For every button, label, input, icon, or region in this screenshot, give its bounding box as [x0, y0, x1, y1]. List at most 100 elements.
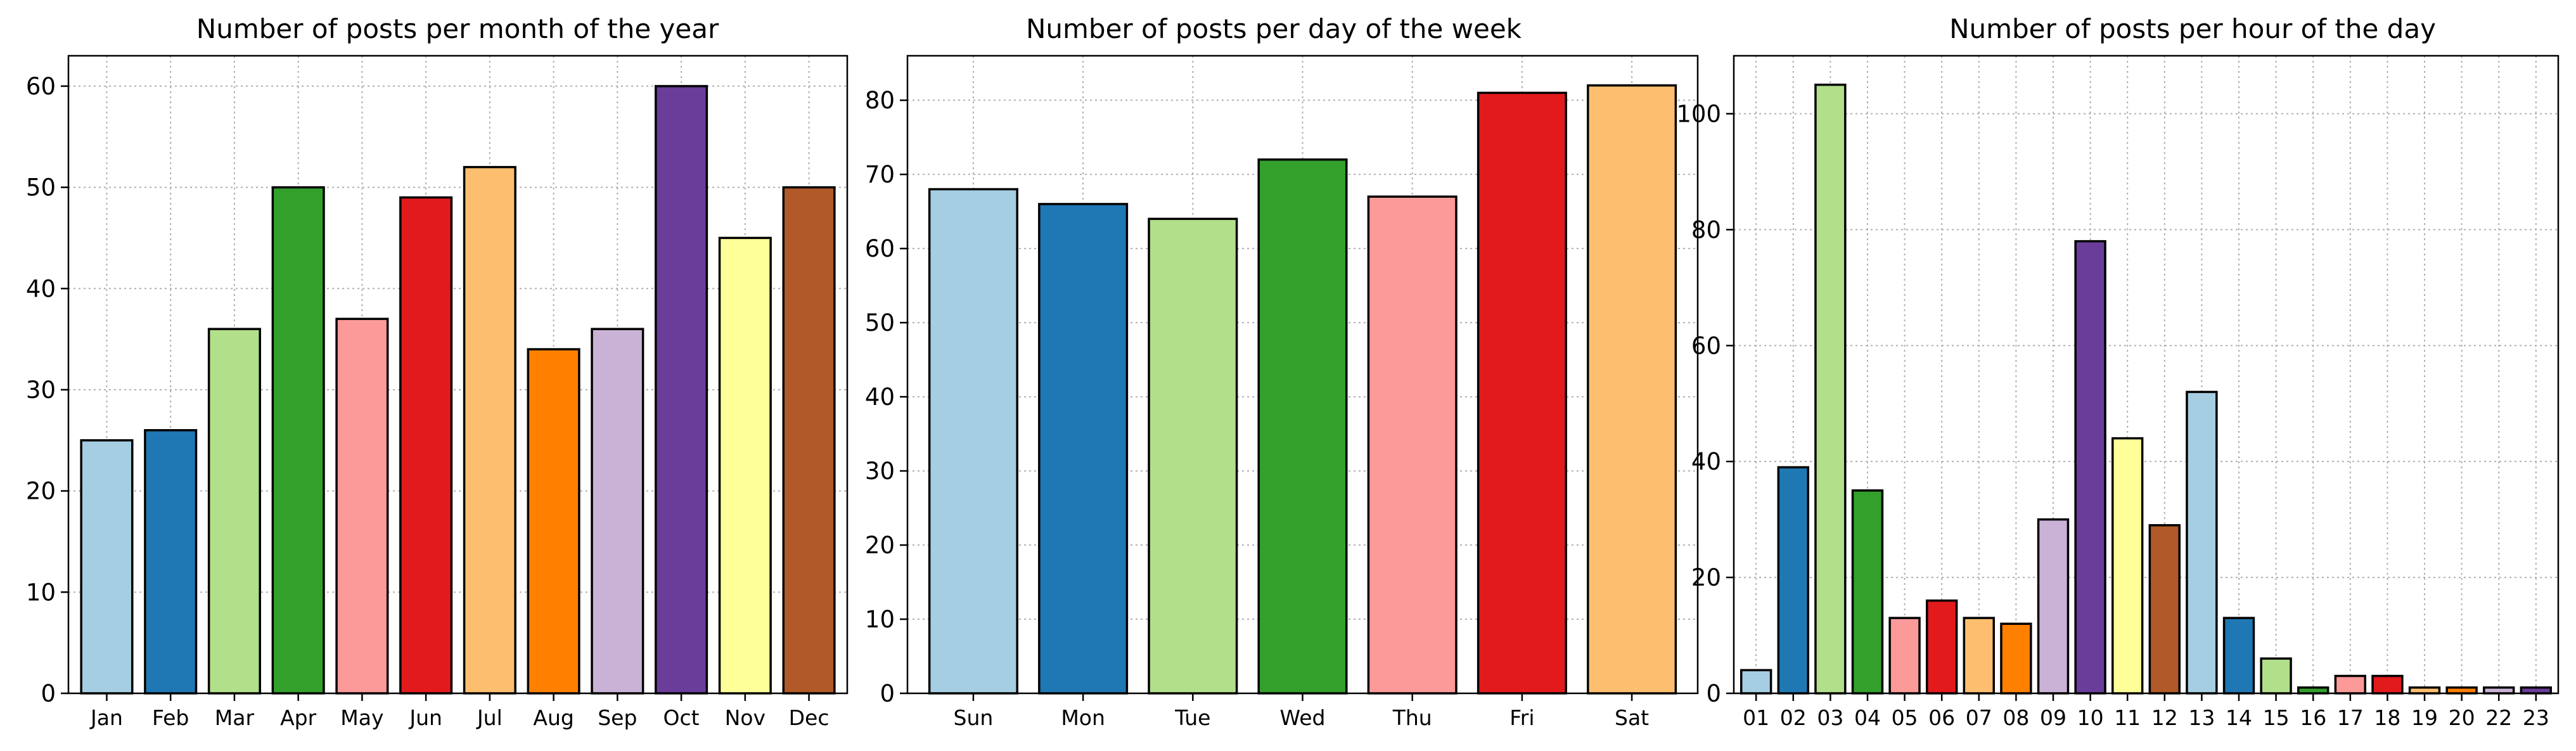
x-tick-label: 10	[2077, 705, 2104, 730]
x-tick-label: Feb	[152, 705, 189, 730]
bar-Thu	[1367, 195, 1458, 695]
bar-Apr	[271, 186, 325, 695]
bar-Sat	[1587, 84, 1677, 695]
x-tick-label: Jun	[408, 705, 442, 730]
x-tick-label: 15	[2263, 705, 2290, 730]
x-tick-label: 07	[1966, 705, 1992, 730]
bar-Aug	[527, 348, 580, 695]
hourly-posts-chart: Number of posts per hour of the day 0204…	[1676, 13, 2560, 730]
x-tick-label: Sep	[598, 705, 637, 730]
x-tick-label: 01	[1743, 705, 1769, 730]
y-tick-label: 40	[865, 383, 895, 411]
bar-08	[2000, 622, 2032, 695]
bar-14	[2222, 617, 2255, 695]
bar-15	[2260, 657, 2292, 695]
x-tick-label: 17	[2337, 705, 2364, 730]
x-axis: 01 02 03 04 05 06 07 08 09 10 11 12 13 14 15 16 17 18 19 20…	[1743, 693, 2549, 730]
x-tick-label: 12	[2151, 705, 2178, 730]
bar-Feb	[144, 429, 198, 695]
x-tick-label: 19	[2411, 705, 2438, 730]
bar-01	[1740, 669, 1772, 695]
y-tick-label: 50	[865, 309, 895, 337]
x-tick-label: Mon	[1061, 705, 1105, 730]
x-tick-label: Dec	[789, 705, 830, 730]
y-tick-label: 60	[26, 73, 56, 100]
x-tick-label: 22	[2485, 705, 2512, 730]
x-tick-label: 08	[2002, 705, 2029, 730]
x-tick-label: 13	[2188, 705, 2215, 730]
x-axis: Jan Feb Mar Apr May Jun Jul Aug Sep Oct Nov Dec	[89, 693, 829, 730]
x-tick-label: Sun	[954, 705, 994, 730]
chart-title: Number of posts per hour of the day	[1949, 13, 2436, 44]
weekday-posts-chart: Number of posts per day of the week 0 10 2…	[865, 13, 1699, 730]
y-tick-label: 70	[865, 161, 895, 188]
x-axis: Sun Mon Tue Wed Thu Fri Sat	[954, 693, 1649, 730]
x-tick-label: Wed	[1280, 705, 1326, 730]
bar-Nov	[718, 236, 772, 695]
bar-23	[2520, 686, 2553, 695]
bar-18	[2371, 674, 2404, 695]
bar-May	[335, 318, 389, 695]
bar-19	[2408, 686, 2441, 695]
chart-title: Number of posts per month of the year	[196, 13, 719, 44]
bar-Mar	[207, 328, 261, 695]
y-tick-label: 10	[865, 606, 895, 633]
y-tick-label: 80	[865, 87, 895, 114]
x-tick-label: 11	[2114, 705, 2141, 730]
x-tick-label: Jan	[89, 705, 123, 730]
y-tick-label: 0	[880, 680, 895, 707]
monthly-posts-chart: Number of posts per month of the year 0 1…	[26, 13, 849, 730]
x-tick-label: 02	[1780, 705, 1807, 730]
y-tick-label: 10	[26, 579, 56, 606]
y-tick-label: 40	[26, 275, 56, 302]
bar-05	[1888, 617, 1921, 695]
y-tick-label: 20	[26, 478, 56, 505]
x-tick-label: 23	[2523, 705, 2549, 730]
bar-07	[1963, 617, 1995, 695]
y-tick-label: 30	[26, 376, 56, 404]
y-tick-label: 60	[865, 235, 895, 262]
chart-title: Number of posts per day of the week	[1026, 13, 1522, 44]
bar-Tue	[1148, 217, 1238, 695]
bar-12	[2148, 524, 2181, 695]
bar-17	[2334, 674, 2367, 695]
bar-Jun	[399, 196, 453, 695]
bar-10	[2074, 240, 2106, 695]
x-tick-label: 16	[2300, 705, 2326, 730]
x-tick-label: May	[340, 705, 383, 730]
x-tick-label: 06	[1928, 705, 1955, 730]
y-tick-label: 60	[1691, 332, 1721, 359]
y-tick-label: 40	[1691, 448, 1721, 475]
bar-Mon	[1038, 203, 1129, 695]
x-tick-label: Sat	[1615, 705, 1649, 730]
y-tick-label: 20	[1691, 564, 1721, 591]
y-axis: 0 20 40 60 80 100	[1676, 100, 1734, 707]
x-tick-label: 05	[1892, 705, 1918, 730]
bar-09	[2037, 518, 2070, 695]
axes-frame	[67, 55, 849, 695]
bar-16	[2297, 686, 2329, 695]
bars	[80, 85, 836, 695]
bar-04	[1851, 489, 1884, 695]
bar-Dec	[782, 186, 836, 695]
x-tick-label: Jul	[476, 705, 503, 730]
bar-Oct	[655, 85, 708, 695]
bar-Wed	[1257, 158, 1348, 695]
bar-Sun	[928, 188, 1018, 695]
bar-02	[1777, 466, 1809, 695]
bar-22	[2483, 686, 2515, 695]
x-tick-label: 18	[2374, 705, 2400, 730]
bar-11	[2111, 437, 2144, 695]
bar-Jul	[463, 165, 516, 695]
x-tick-label: 14	[2226, 705, 2252, 730]
x-tick-label: Fri	[1509, 705, 1534, 730]
x-tick-label: Apr	[280, 705, 317, 730]
y-tick-label: 30	[865, 458, 895, 485]
bar-Fri	[1477, 91, 1567, 695]
bar-20	[2445, 686, 2478, 695]
bar-06	[1925, 599, 1958, 695]
x-tick-label: 20	[2449, 705, 2475, 730]
y-axis: 0 10 20 30 40 50 60	[26, 73, 68, 707]
bar-03	[1814, 83, 1847, 695]
